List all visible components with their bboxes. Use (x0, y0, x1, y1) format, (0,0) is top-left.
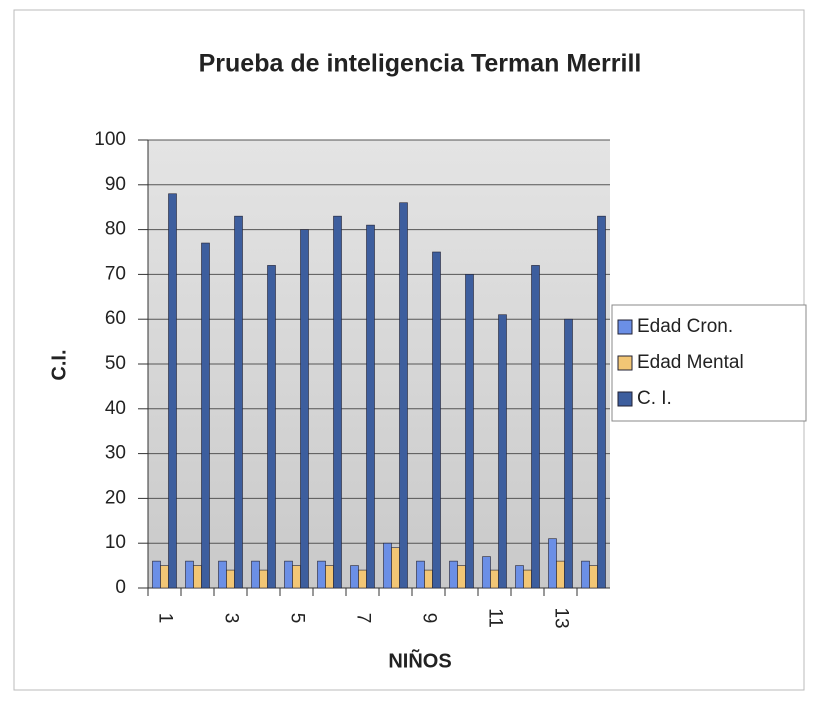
bar (366, 224, 375, 589)
bar (152, 560, 161, 589)
bar (358, 569, 367, 589)
bar (300, 229, 309, 589)
bar (251, 560, 260, 589)
legend (611, 304, 807, 422)
bar (267, 265, 276, 589)
bar (391, 547, 400, 589)
bar (556, 560, 565, 589)
bar (317, 560, 326, 589)
bar (424, 569, 433, 589)
bar (465, 274, 474, 589)
bar (490, 569, 499, 589)
y-tick-label: 0 (115, 577, 126, 598)
bar (449, 560, 458, 589)
y-tick-label: 70 (105, 263, 126, 284)
bar (201, 242, 210, 589)
y-tick-label: 40 (105, 398, 126, 419)
bar (432, 251, 441, 589)
y-tick-label: 10 (105, 532, 126, 553)
bar (234, 215, 243, 589)
y-axis-label: C.I. (48, 349, 70, 380)
legend-label: Edad Mental (637, 352, 744, 373)
bar (597, 215, 606, 589)
y-tick-label: 90 (105, 174, 126, 195)
bar (259, 569, 268, 589)
bar (218, 560, 227, 589)
bar (523, 569, 532, 589)
legend-swatch (617, 355, 633, 371)
bar (325, 565, 334, 589)
chart-title: Prueba de inteligencia Terman Merrill (199, 50, 642, 78)
y-tick-label: 60 (105, 308, 126, 329)
x-tick-label: 9 (418, 613, 439, 624)
bar (284, 560, 293, 589)
y-tick-label: 30 (105, 443, 126, 464)
legend-label: Edad Cron. (637, 316, 733, 337)
bar (226, 569, 235, 589)
x-tick-label: 1 (154, 613, 175, 624)
legend-swatch (617, 319, 633, 335)
bar (383, 542, 392, 589)
x-axis-label: NIÑOS (388, 649, 451, 672)
x-tick-label: 11 (484, 608, 505, 628)
bar (168, 193, 177, 589)
bar (482, 556, 491, 589)
bar (193, 565, 202, 589)
y-tick-label: 100 (94, 129, 126, 150)
bar (581, 560, 590, 589)
bar (292, 565, 301, 589)
x-tick-label: 13 (550, 607, 571, 628)
bar (350, 565, 359, 589)
bar (185, 560, 194, 589)
bar (457, 565, 466, 589)
bar (416, 560, 425, 589)
bar (589, 565, 598, 589)
bar (399, 202, 408, 589)
bar (548, 538, 557, 589)
y-tick-label: 50 (105, 353, 126, 374)
bar (498, 314, 507, 589)
bar (531, 265, 540, 589)
bar (515, 565, 524, 589)
y-tick-label: 20 (105, 487, 126, 508)
x-tick-label: 3 (220, 613, 241, 624)
bar (333, 215, 342, 589)
y-tick-label: 80 (105, 219, 126, 240)
x-tick-label: 7 (352, 613, 373, 624)
bar (564, 318, 573, 589)
x-tick-label: 5 (286, 613, 307, 624)
legend-swatch (617, 391, 633, 407)
bar (160, 565, 169, 589)
legend-label: C. I. (637, 388, 672, 409)
